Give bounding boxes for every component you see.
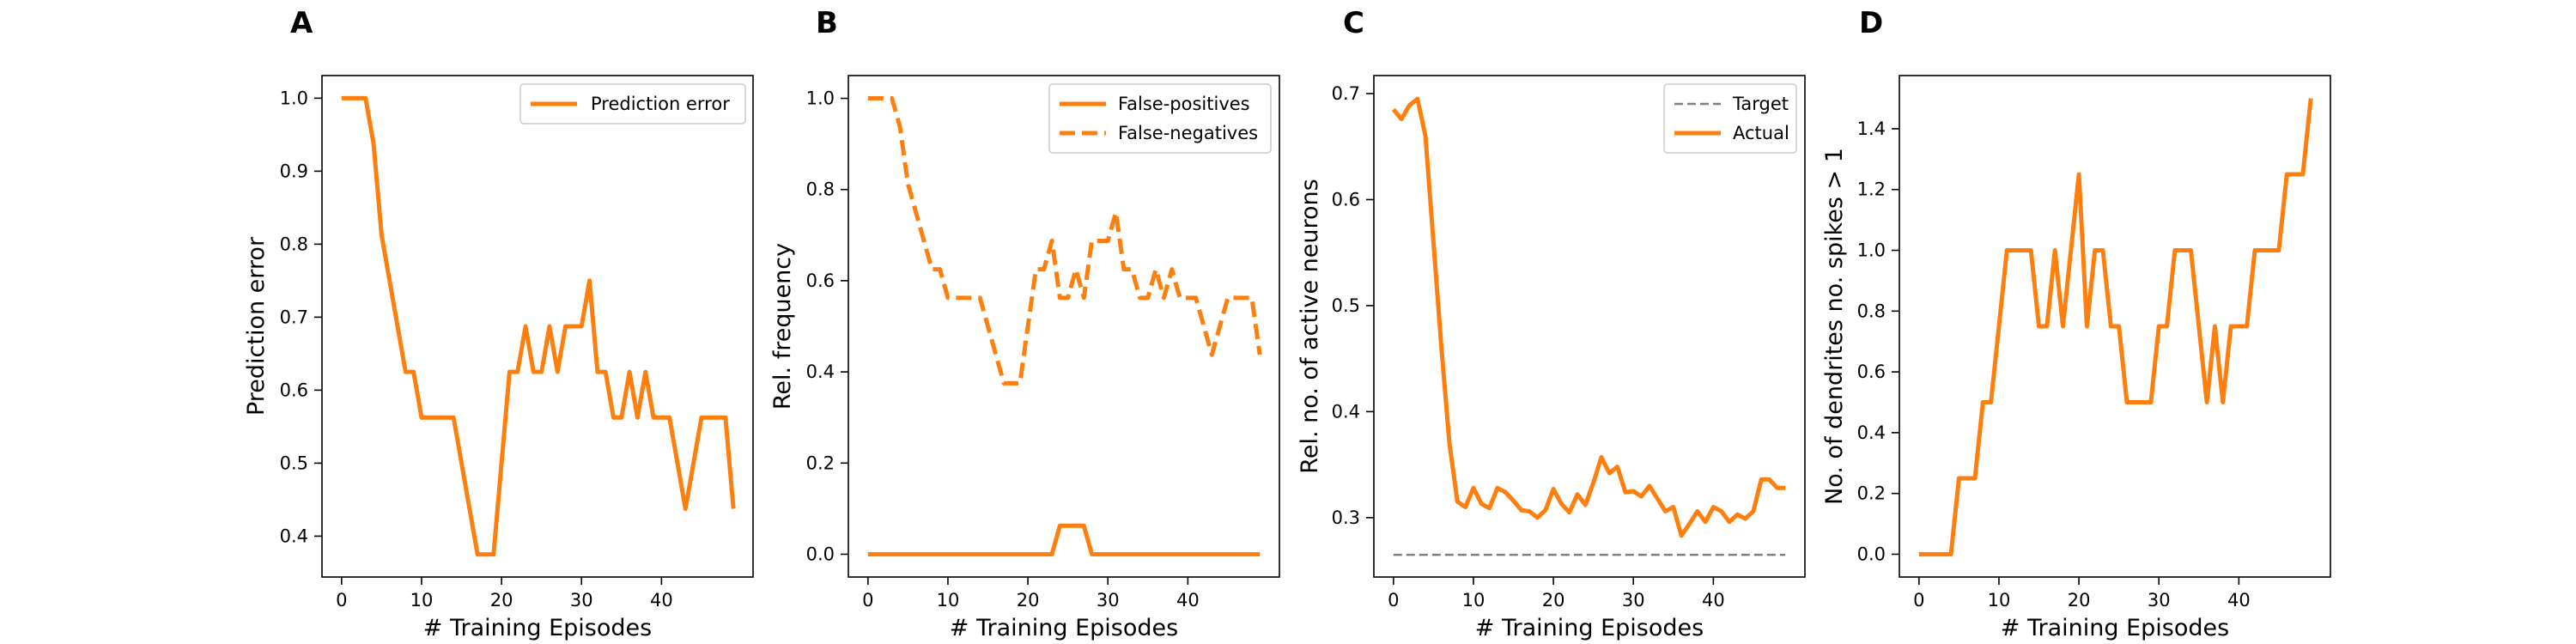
panel-c-ytick-label-1: 0.4 [1332, 401, 1360, 422]
panel-b-xtick-label-40: 40 [1176, 590, 1200, 611]
panel-a-legend: Prediction error [519, 83, 746, 125]
panel-c-ytick-label-0: 0.3 [1332, 507, 1360, 528]
panel-letter-b: B [816, 6, 838, 40]
legend-label-actual: Actual [1733, 123, 1789, 143]
panel-c-series-actual-line [1391, 96, 1786, 538]
panel-c-ytick-label-2: 0.5 [1332, 295, 1360, 316]
panel-c-ytick-label-3: 0.6 [1332, 189, 1360, 210]
panel-a-ylabel: Prediction error [243, 236, 270, 416]
panel-a: A 0 10 20 30 40 0.4 0.5 0.6 0.7 0.8 0.9 1.0 # Train… [243, 6, 754, 641]
panel-a-marks [341, 95, 736, 557]
panel-letter-c: C [1343, 6, 1364, 40]
legend-label-false-positives: False-positives [1118, 94, 1250, 114]
panel-a-ytick-label-4: 0.8 [280, 234, 308, 254]
panel-c-xtick-label-20: 20 [1542, 590, 1565, 611]
panel-d-xtick-label-10: 10 [1988, 590, 2011, 611]
panel-d-xtick-label-20: 20 [2068, 590, 2091, 611]
panel-b-xtick-label-10: 10 [937, 590, 960, 611]
panel-a-axes-frame [321, 75, 754, 578]
panel-d-ytick-label-7: 1.4 [1857, 118, 1886, 139]
panel-c: C 0 10 20 30 40 0.3 0.4 0.5 0.6 0.7 # Training Ep… [1297, 6, 1806, 641]
panel-b-series-false-positives-line [867, 523, 1261, 556]
panel-b-ticks: 0 10 20 30 40 0.0 0.2 0.4 0.6 0.8 1.0 [806, 88, 1200, 611]
panel-c-xlabel: # Training Episodes [1475, 615, 1704, 641]
panel-d-ytick-label-6: 1.2 [1857, 179, 1886, 200]
legend-label-target: Target [1732, 94, 1789, 114]
panel-c-axes-frame [1373, 75, 1806, 578]
panel-a-xtick-label-20: 20 [490, 590, 513, 611]
panel-a-ytick-label-5: 0.9 [280, 161, 308, 181]
panel-a-ytick-label-2: 0.6 [280, 380, 308, 400]
panel-b-legend-box [1048, 83, 1272, 154]
panel-a-ytick-label-1: 0.5 [280, 453, 308, 473]
panel-b-ytick-label-4: 0.8 [806, 179, 835, 200]
panel-d-marks [1918, 98, 2313, 556]
panel-d-ytick-label-5: 1.0 [1857, 240, 1886, 261]
panel-b-marks [867, 96, 1262, 556]
panel-a-xtick-label-30: 30 [570, 590, 593, 611]
panel-d-ytick-label-3: 0.6 [1857, 361, 1886, 382]
panel-c-legend: Target Actual [1663, 83, 1797, 154]
panel-a-ytick-label-0: 0.4 [280, 526, 308, 546]
panel-d-ticks: 0 10 20 30 40 0.0 0.2 0.4 0.6 0.8 1.0 1.2 1.4 [1857, 118, 2251, 611]
panel-d-series-0-line [1918, 98, 2313, 556]
panel-d-xtick-label-40: 40 [2227, 590, 2251, 611]
panel-d-ytick-label-1: 0.2 [1857, 483, 1886, 504]
panel-b-xtick-label-30: 30 [1097, 590, 1120, 611]
panel-b: B 0 10 20 30 40 0.0 0.2 0.4 0.6 0.8 1.0 # Training… [769, 6, 1280, 641]
panel-a-xtick-label-10: 10 [410, 590, 434, 611]
panel-b-xlabel: # Training Episodes [950, 615, 1178, 641]
panel-d-xtick-label-30: 30 [2148, 590, 2171, 611]
panel-a-ytick-label-6: 1.0 [280, 88, 308, 108]
legend-label-false-negatives: False-negatives [1118, 123, 1258, 143]
panel-d-xtick-label-0: 0 [1913, 590, 1924, 611]
panel-letter-a: A [290, 6, 313, 40]
panel-b-ytick-label-5: 1.0 [806, 88, 835, 109]
panel-a-xtick-label-40: 40 [650, 590, 673, 611]
panel-d-xlabel: # Training Episodes [2001, 615, 2229, 641]
panel-b-ytick-label-1: 0.2 [806, 453, 835, 473]
panel-d-ylabel: No. of dendrites no. spikes > 1 [1821, 148, 1848, 505]
panel-c-ytick-label-4: 0.7 [1332, 83, 1360, 104]
panel-b-ytick-label-2: 0.4 [806, 361, 835, 382]
panel-b-legend: False-positives False-negatives [1048, 83, 1272, 154]
panel-b-xtick-label-0: 0 [862, 590, 873, 611]
panel-d: D 0 10 20 30 40 0.0 0.2 0.4 0.6 0.8 1.0 1.2 1.4 # Tr… [1821, 6, 2331, 641]
panel-d-axes-frame [1899, 75, 2331, 578]
panel-c-xtick-label-10: 10 [1462, 590, 1485, 611]
panel-letter-d: D [1859, 6, 1883, 40]
panel-b-xtick-label-20: 20 [1017, 590, 1040, 611]
panel-c-xtick-label-40: 40 [1702, 590, 1725, 611]
legend-label-prediction-error: Prediction error [591, 94, 730, 114]
panel-b-series-false-negatives-line [867, 96, 1262, 386]
panel-d-ytick-label-0: 0.0 [1857, 544, 1886, 564]
panel-a-xlabel: # Training Episodes [423, 615, 652, 641]
panel-b-ylabel: Rel. frequency [769, 243, 796, 410]
panel-c-legend-box [1663, 83, 1797, 154]
panel-d-ytick-label-4: 0.8 [1857, 301, 1886, 321]
panel-b-axes-frame [848, 75, 1280, 578]
panel-c-ylabel: Rel. no. of active neurons [1297, 179, 1323, 473]
panel-c-xtick-label-0: 0 [1388, 590, 1399, 611]
panel-a-legend-box [519, 83, 746, 125]
panel-c-xtick-label-30: 30 [1622, 590, 1645, 611]
panel-a-ytick-label-3: 0.7 [280, 307, 308, 327]
panel-c-ticks: 0 10 20 30 40 0.3 0.4 0.5 0.6 0.7 [1332, 83, 1725, 611]
panel-a-xtick-label-0: 0 [336, 590, 347, 611]
panel-c-marks [1391, 96, 1786, 556]
panel-a-series-prediction-error-line [341, 95, 736, 557]
panel-b-ytick-label-0: 0.0 [806, 544, 835, 564]
panel-a-ticks: 0 10 20 30 40 0.4 0.5 0.6 0.7 0.8 0.9 1.0 [280, 88, 673, 611]
panel-b-ytick-label-3: 0.6 [806, 270, 835, 291]
panel-d-ytick-label-2: 0.4 [1857, 422, 1886, 443]
